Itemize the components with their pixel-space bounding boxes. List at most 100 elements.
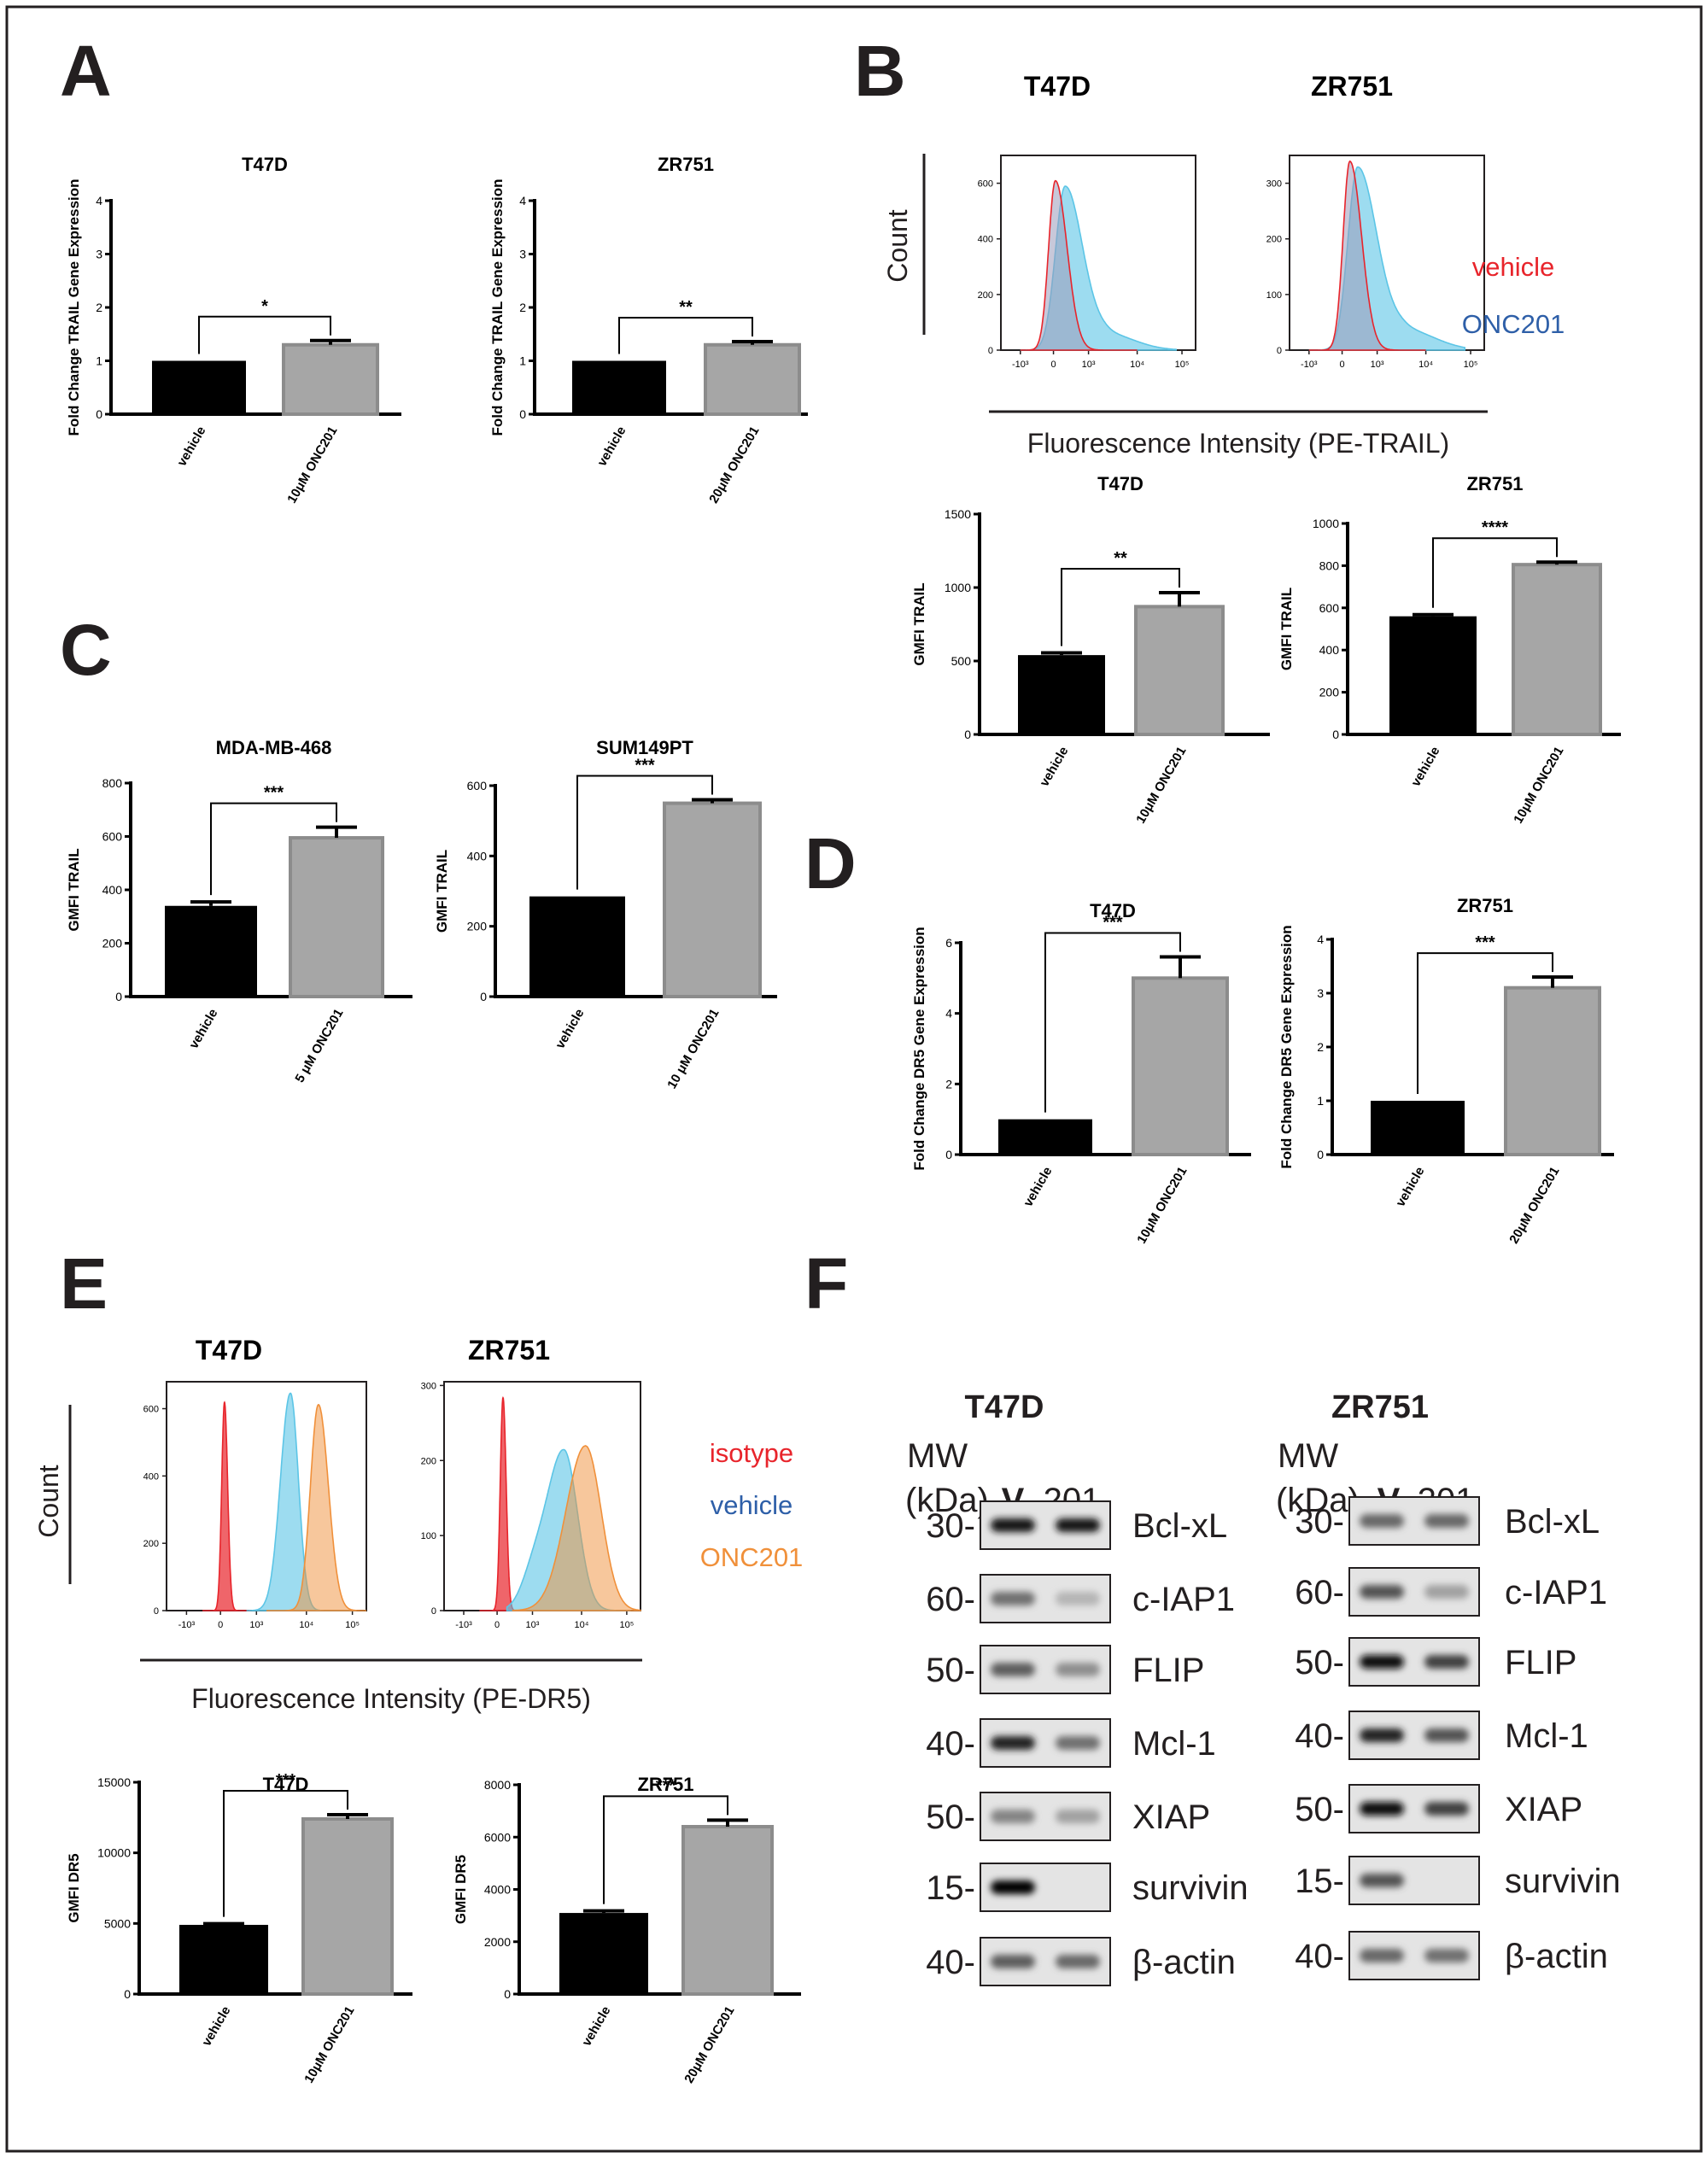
blot-band (991, 1518, 1035, 1532)
hist-vehicle-curve (1020, 179, 1138, 351)
y-tick-label: 800 (102, 776, 123, 790)
chart-title: ZR751 (1457, 895, 1513, 916)
bar-treated (1512, 563, 1602, 736)
bar-vehicle (998, 1119, 1092, 1155)
chart-title: ZR751 (1466, 473, 1523, 494)
blot-band (991, 1810, 1035, 1823)
x-category-label: 10μM ONC201 (1133, 745, 1189, 827)
bar-vehicle (529, 896, 625, 997)
hist-x-tick-label: 0 (1339, 360, 1344, 370)
hist-y-tick-label: 0 (431, 1606, 436, 1617)
y-tick-label: 2000 (484, 1935, 511, 1949)
bar-chart-a1: T47D 0 1 2 3 4 Fold Change TRAIL Gene Expressi… (66, 154, 401, 506)
y-tick-label: 400 (102, 883, 123, 897)
chart-title: T47D (242, 154, 288, 175)
y-tick-label: 0 (115, 990, 122, 1003)
significance-marker: **** (1482, 518, 1508, 537)
hist-y-tick-label: 100 (1266, 290, 1282, 301)
significance-marker: ** (1114, 549, 1127, 568)
protein-label: FLIP (1505, 1644, 1576, 1681)
blot-band (1360, 1728, 1404, 1742)
x-category-label: vehicle (1408, 745, 1442, 790)
significance-bracket (223, 1790, 348, 1917)
chart-title: T47D (1097, 473, 1144, 494)
panel-label-e: E (60, 1243, 108, 1324)
mw-marker: 40- (1295, 1717, 1344, 1755)
hist-isotype-curve (202, 1401, 251, 1611)
hist-y-tick-label: 400 (978, 235, 993, 245)
panel-label-a: A (60, 31, 112, 111)
hist-y-tick-label: 600 (978, 179, 993, 190)
y-axis-label: Fold Change DR5 Gene Expression (1278, 925, 1295, 1168)
blot-title: T47D (965, 1389, 1044, 1425)
x-category-label: vehicle (186, 1007, 220, 1052)
histogram-panel-e: T47D ZR751 Count 0 200 400 600 -10³ 0 10³ 10⁴ 10… (33, 1335, 803, 1714)
y-tick-label: 1 (1317, 1094, 1324, 1108)
mw-marker: 30- (1295, 1503, 1344, 1541)
hist-y-tick-label: 200 (143, 1539, 159, 1549)
blot-band (991, 1592, 1035, 1605)
significance-bracket (210, 802, 337, 896)
x-category-label: vehicle (1021, 1165, 1055, 1210)
y-tick-label: 2 (519, 301, 526, 314)
protein-label: XIAP (1505, 1791, 1582, 1828)
legend-e-onc201: ONC201 (700, 1542, 804, 1572)
y-tick-label: 4 (96, 194, 102, 208)
blot-band (991, 1880, 1035, 1894)
y-tick-label: 0 (96, 407, 102, 421)
x-category-label: 10μM ONC201 (301, 2004, 357, 2086)
bar-treated (1134, 605, 1225, 736)
y-tick-label: 500 (951, 654, 972, 668)
bar-chart-d1: T47D 0 2 4 6 Fold Change DR5 Gene Expression v… (911, 900, 1251, 1246)
significance-bracket (1044, 932, 1181, 1113)
x-category-label: vehicle (174, 424, 208, 470)
hist-x-tick-label: 0 (1050, 360, 1056, 370)
y-tick-label: 1000 (945, 581, 971, 594)
bar-vehicle (152, 360, 246, 414)
blot-band (1056, 1592, 1100, 1605)
bar-treated (282, 342, 379, 416)
bar-treated (681, 1825, 774, 1996)
kda-label: (kDa) (905, 1482, 989, 1519)
significance-marker: *** (656, 1776, 676, 1795)
y-tick-label: 4 (1317, 933, 1324, 946)
hist-y-tick-label: 0 (988, 346, 993, 356)
blot-band (1424, 1514, 1469, 1528)
bar-treated (1132, 976, 1229, 1157)
hist-x-tick-label: 0 (218, 1620, 223, 1630)
blot-band (991, 1955, 1035, 1968)
chart-title: MDA-MB-468 (216, 737, 332, 758)
hist-b-title-t47d: T47D (1024, 71, 1091, 102)
y-tick-label: 15000 (97, 1775, 131, 1789)
bar-treated (1504, 985, 1601, 1156)
protein-label: c-IAP1 (1132, 1581, 1235, 1618)
y-tick-label: 0 (124, 1987, 131, 2001)
protein-label: Mcl-1 (1505, 1717, 1588, 1755)
bar-treated (663, 801, 762, 998)
bar-treated (301, 1816, 394, 1996)
mw-marker: 50- (1295, 1791, 1344, 1828)
y-tick-label: 600 (467, 779, 488, 792)
hist-x-tick-label: 10³ (249, 1620, 263, 1630)
hist-onc201-curve (512, 1445, 641, 1611)
legend-e-isotype: isotype (710, 1438, 793, 1468)
blot-band (1056, 1663, 1100, 1676)
mw-marker: 30- (926, 1507, 975, 1545)
x-category-label: vehicle (1393, 1165, 1427, 1210)
mw-label: MW (907, 1437, 968, 1475)
legend-b-vehicle: vehicle (1472, 252, 1555, 282)
bar-vehicle (572, 360, 666, 414)
significance-marker: * (261, 297, 268, 316)
significance-marker: ** (679, 298, 693, 317)
mw-marker: 40- (926, 1944, 975, 1981)
hist-x-tick-label: -10³ (1301, 360, 1318, 370)
blot-band (1056, 1955, 1100, 1968)
blot-band (1360, 1802, 1404, 1816)
bar-treated (289, 836, 384, 998)
y-tick-label: 200 (1319, 686, 1340, 699)
mw-label: MW (1278, 1437, 1338, 1475)
significance-marker: *** (1103, 914, 1123, 933)
hist-e-title-t47d: T47D (196, 1335, 262, 1366)
hist-y-tick-label: 100 (421, 1531, 436, 1541)
x-category-label: vehicle (594, 424, 629, 470)
